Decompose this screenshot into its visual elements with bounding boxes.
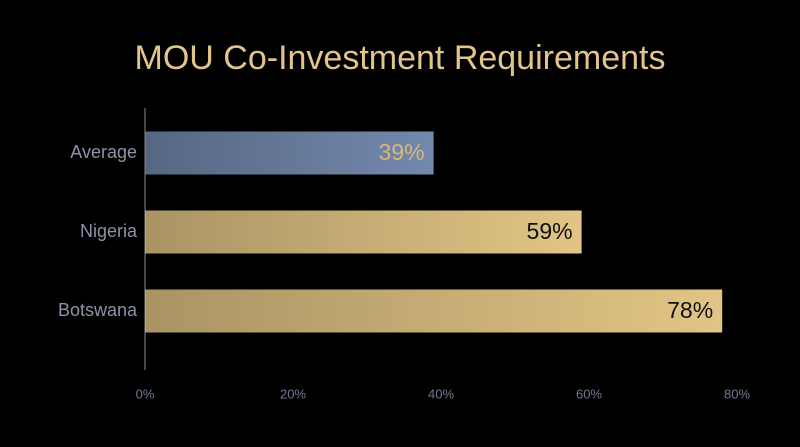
value-label: 78%	[667, 297, 713, 323]
value-label: 39%	[379, 139, 425, 165]
x-tick-label: 80%	[724, 386, 750, 401]
bar	[145, 210, 582, 254]
x-tick-label: 20%	[280, 386, 306, 401]
x-tick-label: 40%	[428, 386, 454, 401]
bar	[145, 131, 434, 175]
y-tick-label: Nigeria	[80, 221, 138, 241]
chart-title: MOU Co-Investment Requirements	[135, 39, 666, 77]
bar	[145, 289, 723, 333]
x-tick-label: 60%	[576, 386, 602, 401]
y-tick-label: Botswana	[58, 300, 138, 320]
x-tick-label: 0%	[136, 386, 155, 401]
value-label: 59%	[527, 218, 573, 244]
y-tick-label: Average	[70, 142, 137, 162]
